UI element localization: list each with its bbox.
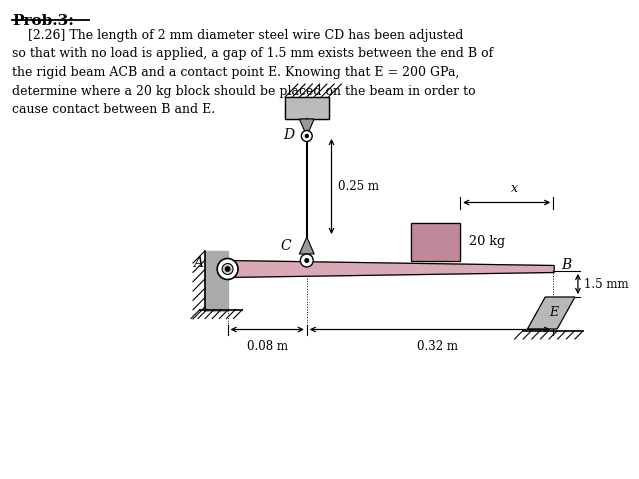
Text: D: D xyxy=(283,128,294,142)
Text: B: B xyxy=(561,258,571,272)
Text: A: A xyxy=(193,256,203,270)
Bar xyxy=(411,223,460,261)
Bar xyxy=(285,97,328,119)
Text: 1.5 mm: 1.5 mm xyxy=(584,277,629,290)
Polygon shape xyxy=(299,119,314,136)
Text: 0.25 m: 0.25 m xyxy=(339,180,380,193)
Circle shape xyxy=(217,259,238,280)
Bar xyxy=(205,251,227,311)
Circle shape xyxy=(222,263,233,274)
Circle shape xyxy=(305,259,309,262)
Text: 20 kg: 20 kg xyxy=(469,235,505,248)
Text: 0.32 m: 0.32 m xyxy=(417,340,458,353)
Text: C: C xyxy=(281,239,291,252)
Circle shape xyxy=(305,135,308,137)
Text: 0.08 m: 0.08 m xyxy=(247,340,288,353)
Text: Prob.3:: Prob.3: xyxy=(12,14,73,28)
Polygon shape xyxy=(527,297,575,329)
Text: E: E xyxy=(550,307,558,319)
Polygon shape xyxy=(226,261,554,277)
Bar xyxy=(411,223,460,261)
Circle shape xyxy=(226,267,230,271)
Bar xyxy=(285,97,328,119)
Polygon shape xyxy=(299,237,314,254)
Circle shape xyxy=(302,130,312,141)
Text: [2.26] The length of 2 mm diameter steel wire CD has been adjusted
so that with : [2.26] The length of 2 mm diameter steel… xyxy=(12,29,493,116)
Text: x: x xyxy=(511,182,518,195)
Circle shape xyxy=(300,254,313,267)
